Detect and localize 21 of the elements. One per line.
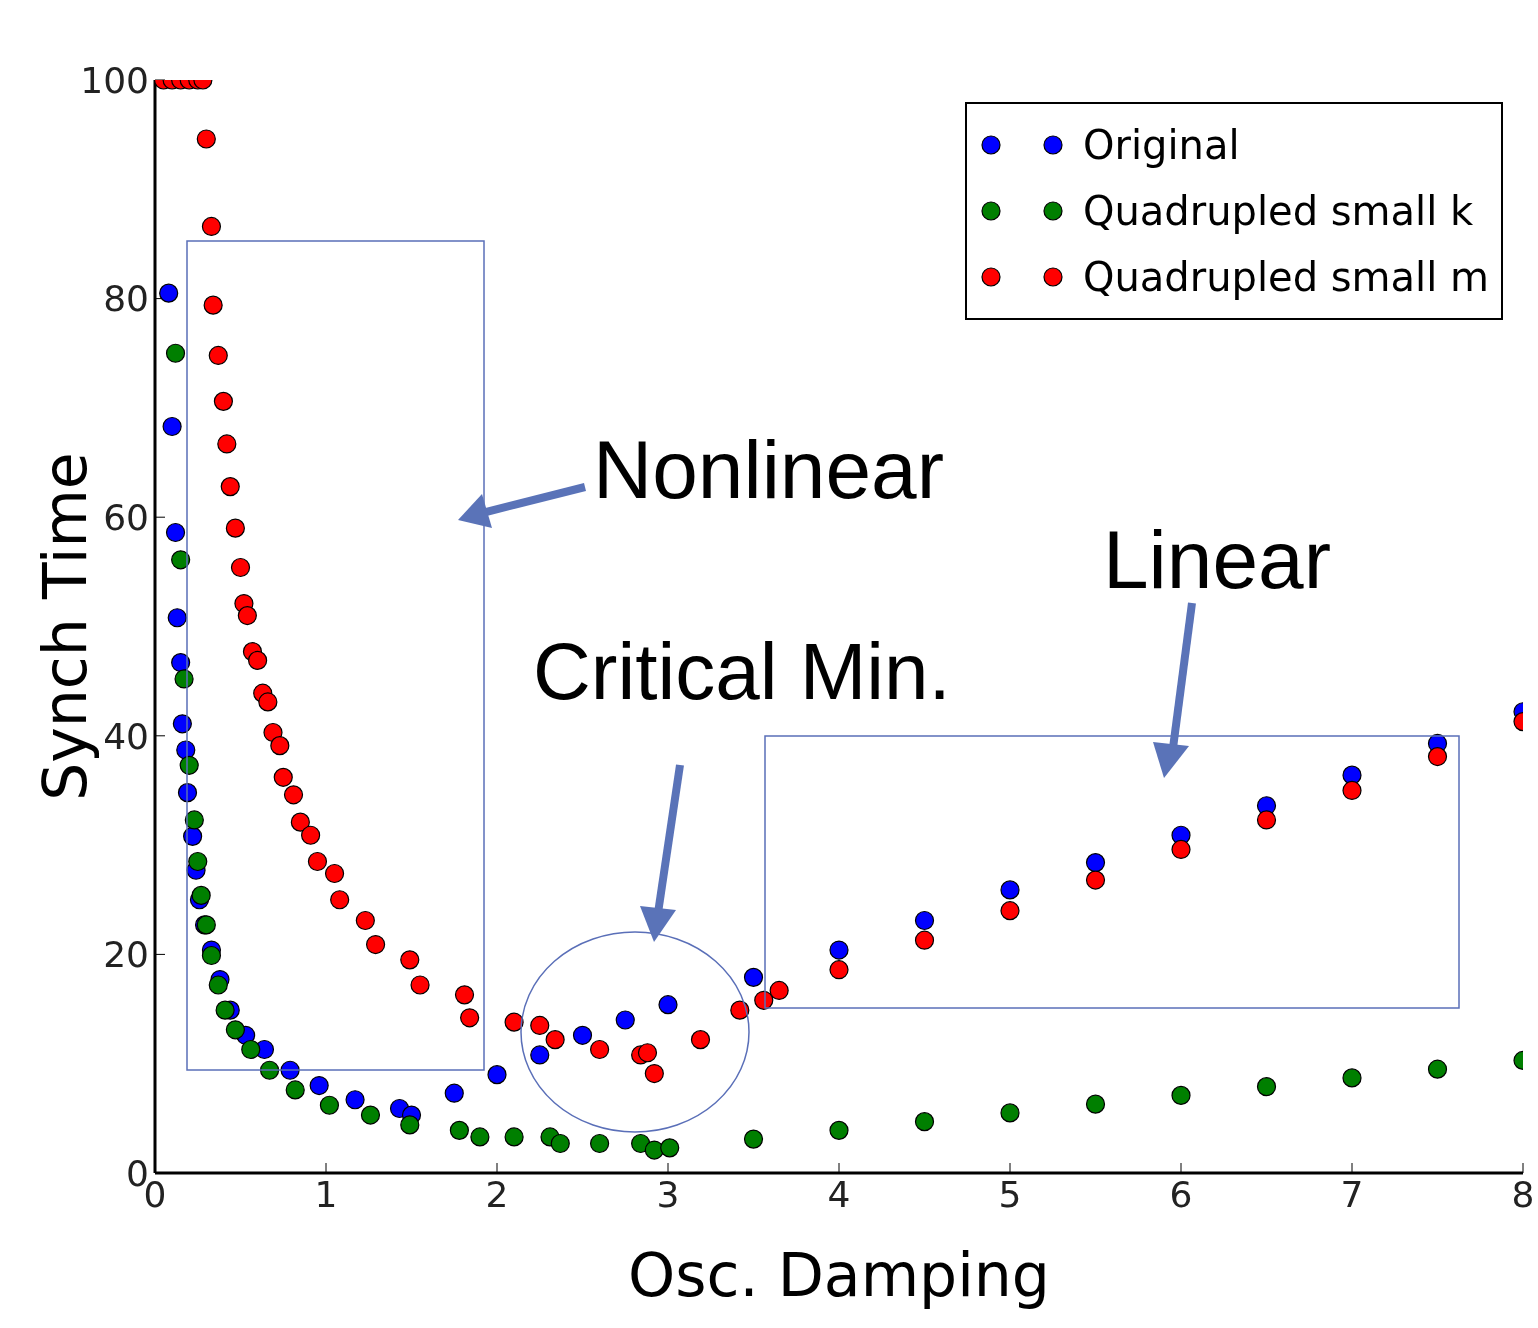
y-tick-label: 60 [103, 496, 149, 538]
y-tick-label: 40 [103, 715, 149, 757]
annotation: Critical Min. [533, 626, 951, 718]
x-tick-label: 3 [656, 1173, 680, 1215]
x-tick-label: 7 [1340, 1173, 1364, 1215]
x-tick-label: 4 [827, 1173, 851, 1215]
legend-label: Quadrupled small k [1083, 188, 1474, 234]
y-tick-label: 20 [103, 934, 149, 976]
x-axis-title: Osc. Damping [628, 1240, 1050, 1310]
y-tick-label: 80 [103, 278, 149, 320]
legend-label: Original [1083, 122, 1240, 168]
x-tick-label: 1 [314, 1173, 338, 1215]
y-tick-label: 100 [80, 59, 149, 101]
x-tick-label: 5 [998, 1173, 1022, 1215]
y-axis-title: Synch Time [30, 452, 101, 801]
annotation: Linear [1103, 513, 1331, 607]
x-tick-label: 8 [1511, 1173, 1535, 1215]
x-tick-label: 2 [485, 1173, 509, 1215]
x-tick-label: 6 [1169, 1173, 1193, 1215]
legend-label: Quadrupled small m [1083, 254, 1489, 300]
annotation: Nonlinear [593, 423, 944, 517]
